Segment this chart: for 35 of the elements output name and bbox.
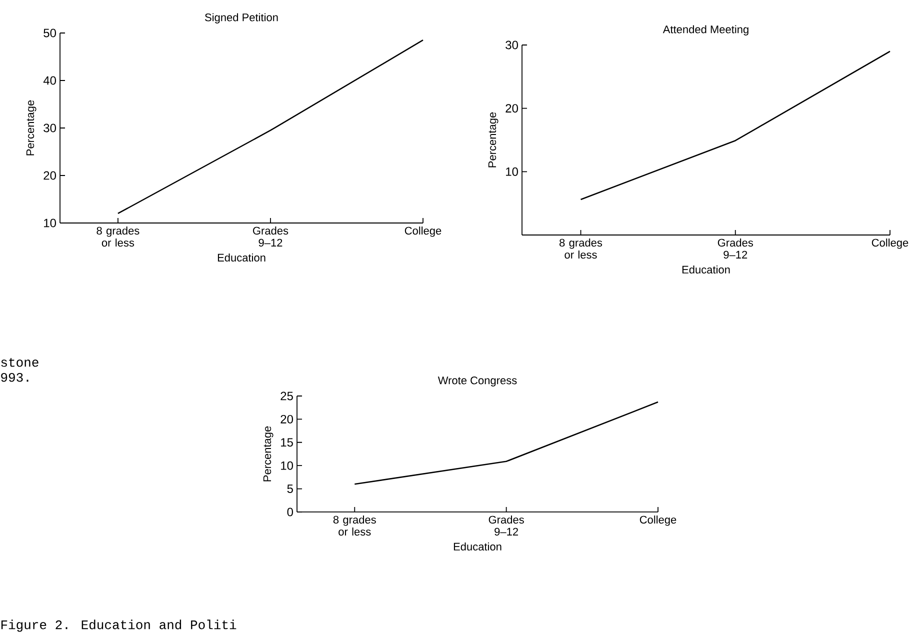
x-tick-label: College: [872, 238, 908, 249]
x-tick-label: College: [640, 516, 676, 526]
caption: Figure 2. Education and Politi: [1, 620, 236, 632]
y-axis-title: Percentage: [488, 112, 498, 168]
y-tick-label: 50: [44, 28, 56, 38]
y-tick-label: 30: [506, 40, 518, 50]
y-tick-label: 20: [280, 414, 294, 424]
chart-title: Signed Petition: [205, 13, 278, 24]
y-tick-label: 10: [506, 167, 518, 176]
y-tick-label: 5: [287, 484, 293, 493]
chart-title: Wrote Congress: [438, 376, 517, 386]
y-tick-label: 30: [44, 124, 56, 132]
x-axis-title: Education: [218, 253, 266, 262]
y-tick-label: 0: [287, 508, 294, 516]
x-tick-label: 8 grades or less: [96, 226, 140, 247]
x-axis-title: Education: [454, 542, 502, 551]
x-tick-label: Grades 9–12: [488, 516, 524, 536]
text: stone: [1, 358, 38, 367]
y-tick-label: 10: [281, 461, 294, 470]
y-axis-title: Percentage: [26, 100, 36, 156]
x-tick-label: Grades 9–12: [718, 238, 754, 259]
chart-title: Attended Meeting: [662, 25, 748, 36]
y-tick-label: 25: [280, 392, 293, 400]
y-tick-label: 20: [506, 104, 518, 113]
y-tick-label: 40: [43, 76, 56, 85]
x-tick-label: College: [404, 226, 442, 237]
x-tick-label: Grades 9–12: [252, 226, 288, 247]
text: 993.: [1, 372, 28, 382]
y-axis-title: Percentage: [263, 426, 274, 482]
x-tick-label: 8 grades or less: [560, 238, 602, 259]
x-tick-label: 8 grades or less: [333, 516, 376, 536]
x-axis-title: Education: [682, 265, 730, 274]
y-tick-label: 10: [44, 218, 56, 228]
y-tick-label: 15: [281, 438, 293, 447]
y-tick-label: 20: [44, 171, 56, 180]
